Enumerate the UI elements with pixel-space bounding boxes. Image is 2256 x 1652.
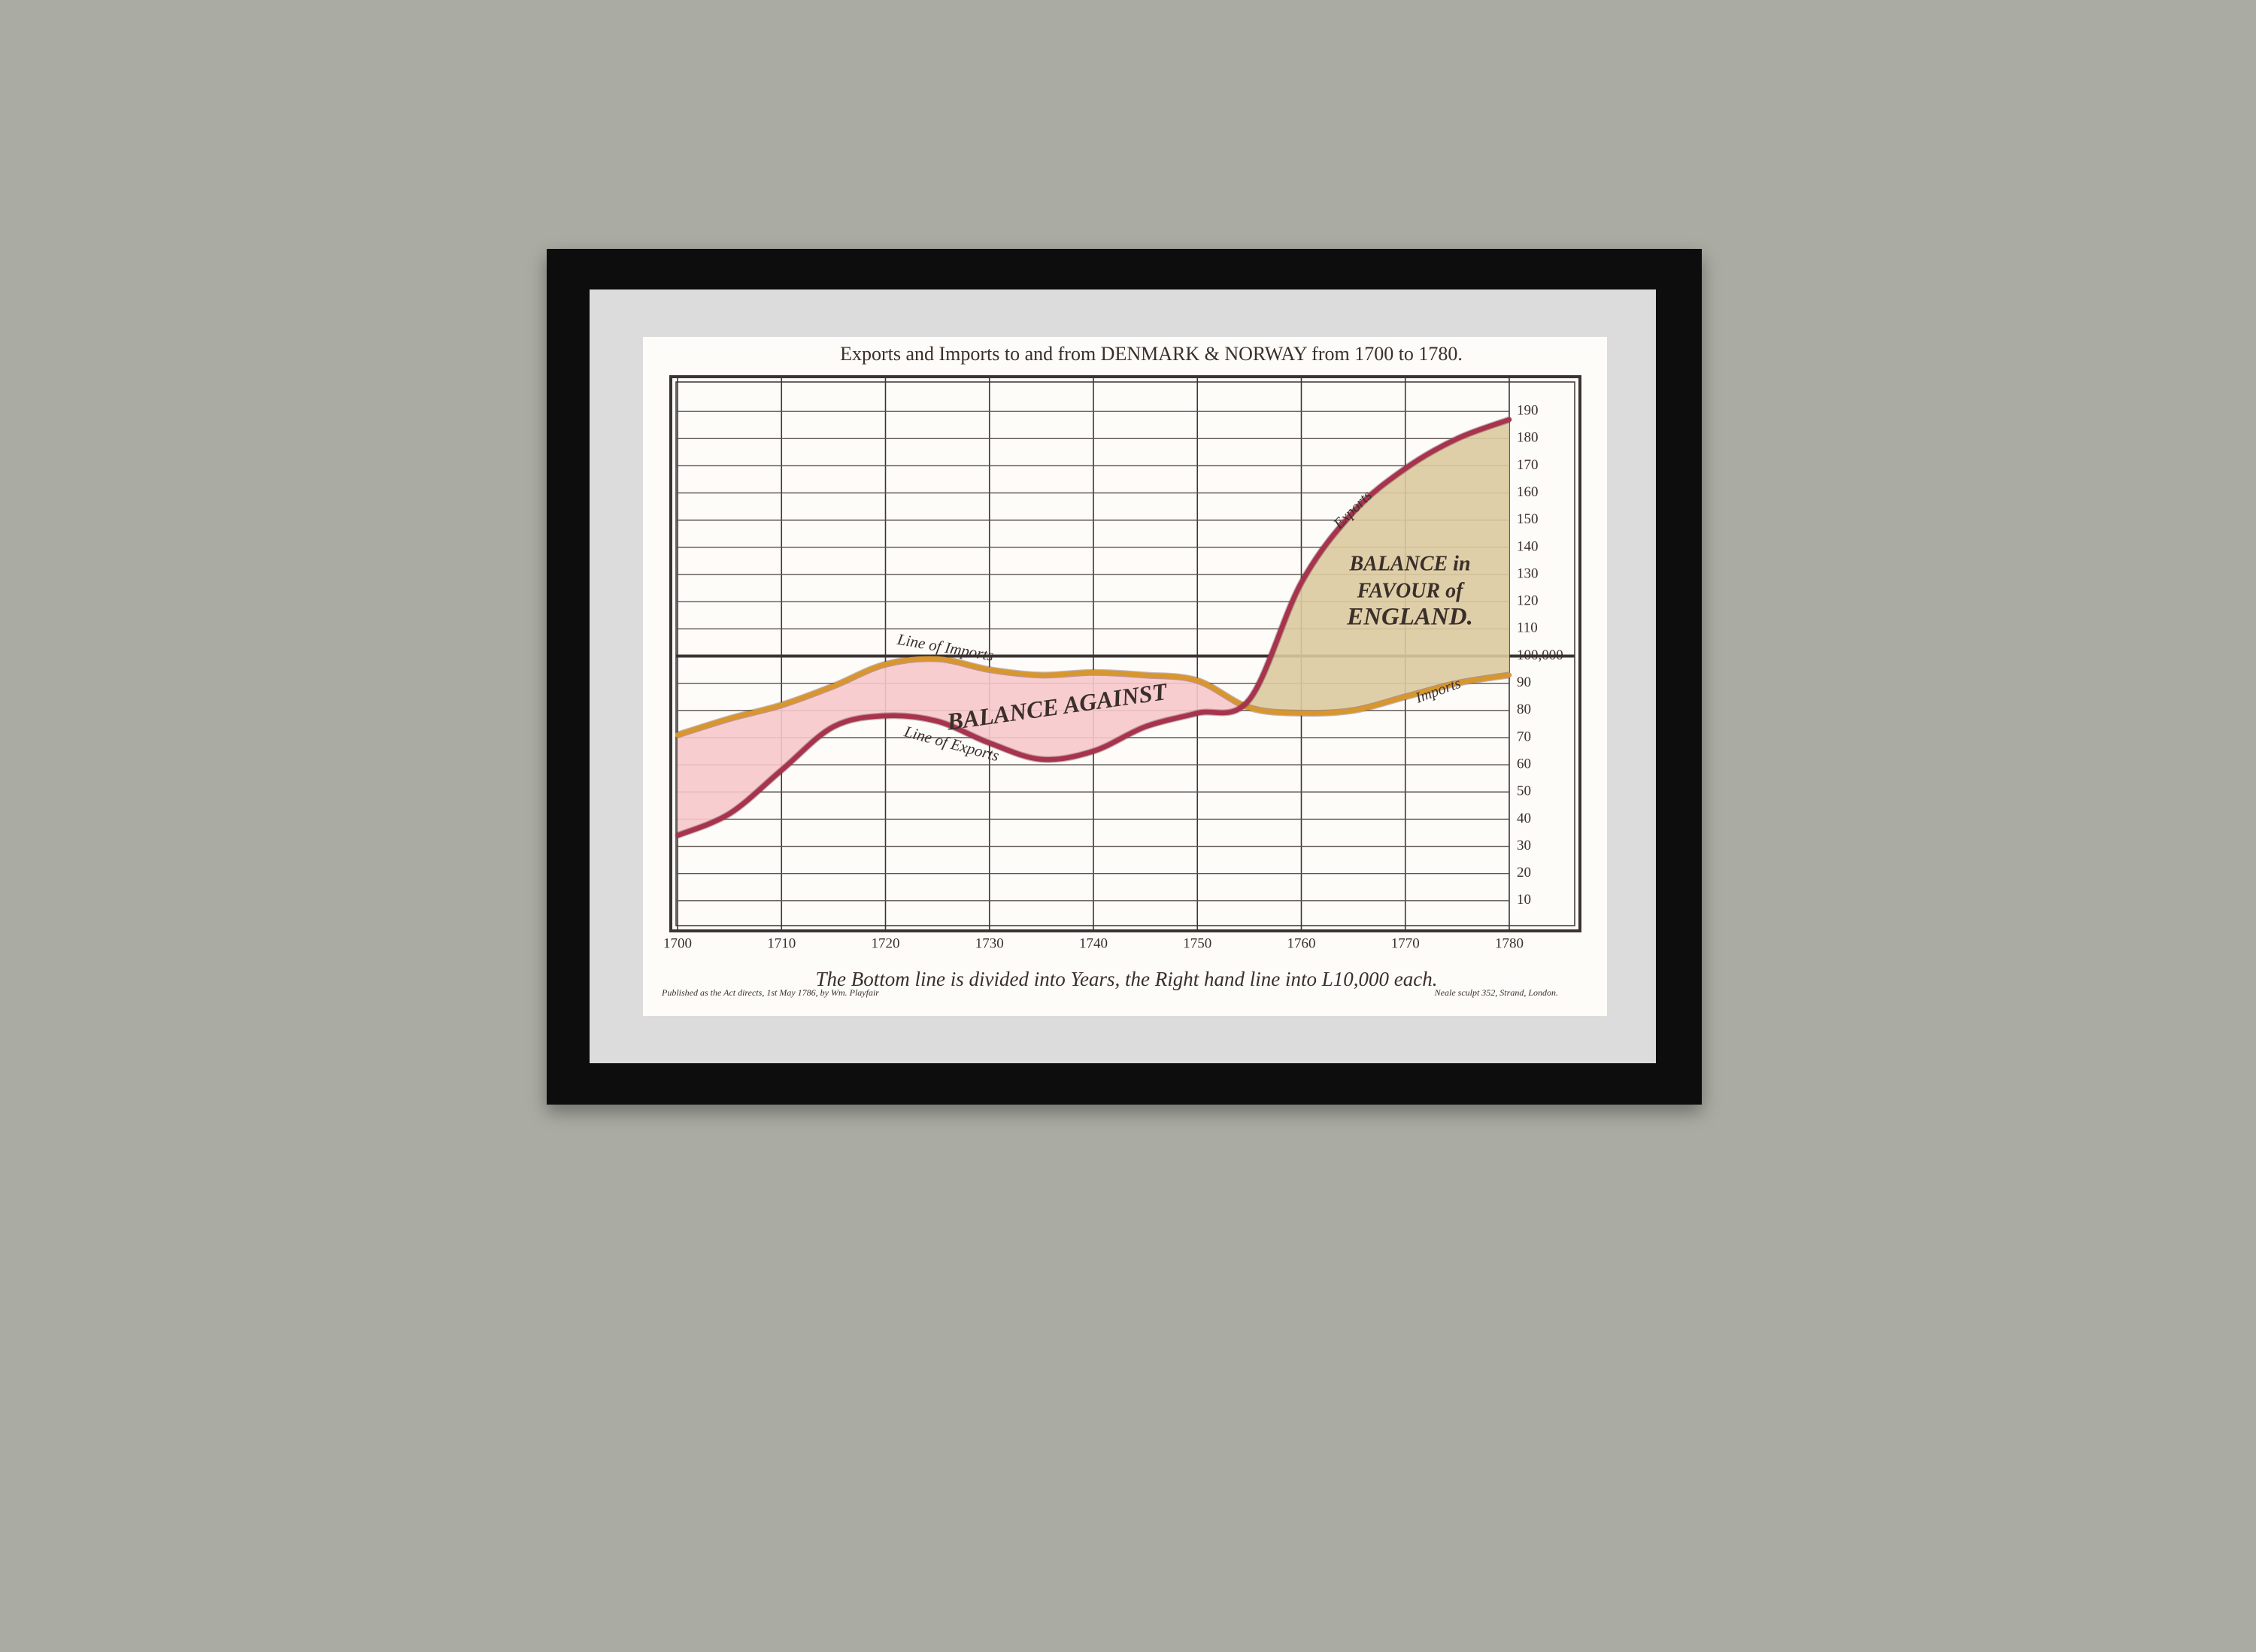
plot-border-inner	[675, 381, 1575, 926]
y-tick-label: 10	[1517, 892, 1531, 908]
plot-border	[669, 375, 1581, 932]
annotation: ENGLAND.	[1346, 604, 1473, 631]
y-tick-label: 60	[1517, 756, 1531, 771]
annotation: FAVOUR of	[1357, 579, 1465, 602]
x-tick-label: 1760	[1287, 935, 1316, 951]
y-tick-label: 160	[1517, 484, 1539, 500]
x-tick-label: 1700	[663, 935, 692, 951]
credit: Published as the Act directs, 1st May 17…	[661, 987, 879, 998]
series-line	[675, 656, 1512, 738]
y-tick-label: 170	[1517, 457, 1539, 473]
chart-title: Exports and Imports to and from DENMARK …	[840, 343, 1463, 365]
y-tick-label: 80	[1517, 702, 1531, 717]
x-tick-label: 1720	[872, 935, 900, 951]
y-tick-label: 40	[1517, 811, 1531, 826]
y-tick-label: 140	[1517, 538, 1539, 554]
x-tick-label: 1710	[767, 935, 796, 951]
x-tick-label: 1780	[1495, 935, 1524, 951]
chart: Exports and Imports to and from DENMARK …	[661, 343, 1581, 998]
y-tick-label: 70	[1517, 729, 1531, 744]
y-tick-label: 120	[1517, 593, 1539, 609]
credit: Neale sculpt 352, Strand, London.	[1434, 987, 1558, 998]
annotation: BALANCE in	[1348, 552, 1470, 575]
y-tick-label: 20	[1517, 865, 1531, 881]
y-tick-label: 110	[1517, 620, 1538, 636]
y-tick-label: 90	[1517, 674, 1531, 690]
x-tick-label: 1750	[1183, 935, 1211, 951]
x-tick-label: 1730	[975, 935, 1004, 951]
y-tick-label: 100,000	[1517, 647, 1563, 663]
series-line	[675, 417, 1512, 838]
y-tick-label: 130	[1517, 565, 1539, 581]
y-tick-label: 190	[1517, 403, 1539, 419]
y-tick-label: 30	[1517, 838, 1531, 853]
y-tick-label: 50	[1517, 784, 1531, 799]
y-tick-label: 180	[1517, 430, 1539, 446]
x-tick-label: 1740	[1079, 935, 1108, 951]
x-tick-label: 1770	[1391, 935, 1420, 951]
axis-note: The Bottom line is divided into Years, t…	[816, 968, 1438, 990]
y-tick-label: 150	[1517, 511, 1539, 527]
